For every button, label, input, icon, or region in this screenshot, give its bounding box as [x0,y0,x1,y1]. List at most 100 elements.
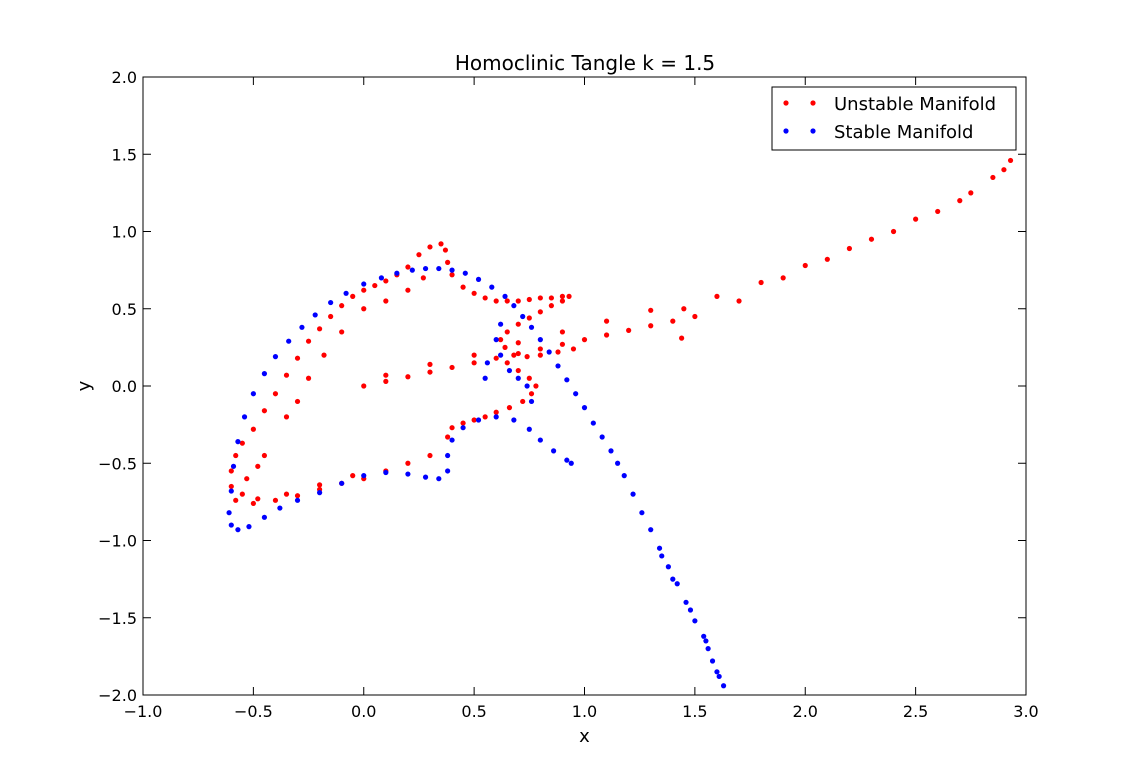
x-tick-label: 0.0 [351,702,376,721]
unstable-manifold-point [555,349,561,355]
y-tick-label: −2.0 [98,686,137,705]
stable-manifold-point [551,448,557,454]
stable-manifold-point [462,270,468,276]
unstable-manifold-point [255,463,261,469]
unstable-manifold-point [846,245,853,252]
unstable-manifold-point [350,473,356,479]
unstable-manifold-point [305,375,312,381]
stable-manifold-point [475,276,482,282]
stable-manifold-point [590,420,596,426]
stable-manifold-point [659,553,665,559]
unstable-manifold-point [511,352,517,358]
unstable-manifold-point [515,321,521,327]
stable-manifold-point [511,417,517,423]
unstable-manifold-point [321,352,327,358]
x-tick-label: 1.0 [572,702,597,721]
unstable-manifold-point [438,241,444,247]
stable-manifold-point [581,405,588,411]
unstable-manifold-point [506,405,513,411]
unstable-manifold-point [736,298,742,304]
unstable-manifold-point [868,236,875,242]
stable-manifold-point [687,607,694,613]
unstable-manifold-point [317,326,323,332]
stable-manifold-point [261,514,268,520]
stable-manifold-point [683,599,689,605]
unstable-manifold-point [714,293,720,299]
unstable-manifold-point [471,352,477,358]
unstable-manifold-point [648,323,654,329]
stable-manifold-point [361,281,367,287]
unstable-manifold-point [328,313,334,320]
stable-manifold-point [339,480,345,486]
x-tick-label: −0.5 [234,702,273,721]
stable-manifold-point [482,375,488,381]
unstable-manifold-point [1001,167,1007,173]
stable-manifold-point [665,564,671,570]
unstable-manifold-point [528,391,535,397]
stable-manifold-point [692,618,698,624]
stable-manifold-point [520,313,526,320]
x-tick-label: 3.0 [1013,702,1038,721]
unstable-manifold-point [670,318,676,324]
unstable-manifold-point [559,293,566,299]
stable-manifold-point [272,354,279,360]
stable-manifold-point [555,363,561,369]
stable-manifold-point [228,522,234,528]
stable-manifold-point [714,669,720,675]
stable-manifold-point [299,324,305,330]
unstable-manifold-point [990,174,996,181]
unstable-manifold-point [445,259,451,265]
stable-manifold-point [436,265,442,272]
stable-manifold-point [449,267,455,273]
stable-manifold-point [502,293,508,299]
unstable-manifold-point [449,272,455,278]
unstable-manifold-point [471,360,477,366]
stable-manifold-point [515,375,521,381]
unstable-manifold-point [559,298,566,304]
unstable-manifold-point [471,417,477,423]
unstable-manifold-point [504,298,510,304]
unstable-manifold-point [283,414,290,420]
stable-manifold-point [246,524,252,530]
unstable-manifold-point [250,500,256,507]
unstable-manifold-point [533,383,539,389]
stable-manifold-point [720,683,727,689]
stable-manifold-point [528,324,535,330]
x-tick-label: 0.5 [461,702,486,721]
unstable-manifold-point [460,420,466,426]
series-stable-points [226,265,727,689]
stable-manifold-point [328,299,334,306]
stable-manifold-point [674,581,680,587]
unstable-manifold-point [283,491,290,497]
unstable-manifold-point [427,369,433,375]
stable-manifold-point [422,474,429,480]
unstable-manifold-point [416,252,422,258]
unstable-manifold-point [524,354,530,360]
stable-manifold-point [460,425,466,431]
chart-title: Homoclinic Tangle k = 1.5 [455,51,715,75]
stable-manifold-point [394,270,400,276]
stable-manifold-point [537,337,543,343]
legend-marker-stable [783,128,789,134]
unstable-manifold-point [317,482,323,488]
unstable-manifold-point [537,346,543,352]
unstable-manifold-point [405,374,411,380]
stable-manifold-point [524,383,530,389]
unstable-manifold-point [471,290,477,296]
unstable-manifold-point [935,208,941,215]
unstable-manifold-point [250,426,256,432]
unstable-manifold-point [526,315,532,321]
unstable-manifold-point [504,329,510,335]
stable-manifold-point [294,497,301,503]
stable-manifold-point [250,391,256,397]
x-tick-label: −1.0 [124,702,163,721]
stable-manifold-point [493,337,499,343]
stable-manifold-point [630,491,636,497]
stable-manifold-point [228,488,234,494]
y-tick-label: 0.0 [112,377,137,396]
unstable-manifold-point [339,329,345,335]
unstable-manifold-point [537,352,543,358]
unstable-manifold-point [957,198,963,204]
unstable-manifold-point [515,350,521,357]
